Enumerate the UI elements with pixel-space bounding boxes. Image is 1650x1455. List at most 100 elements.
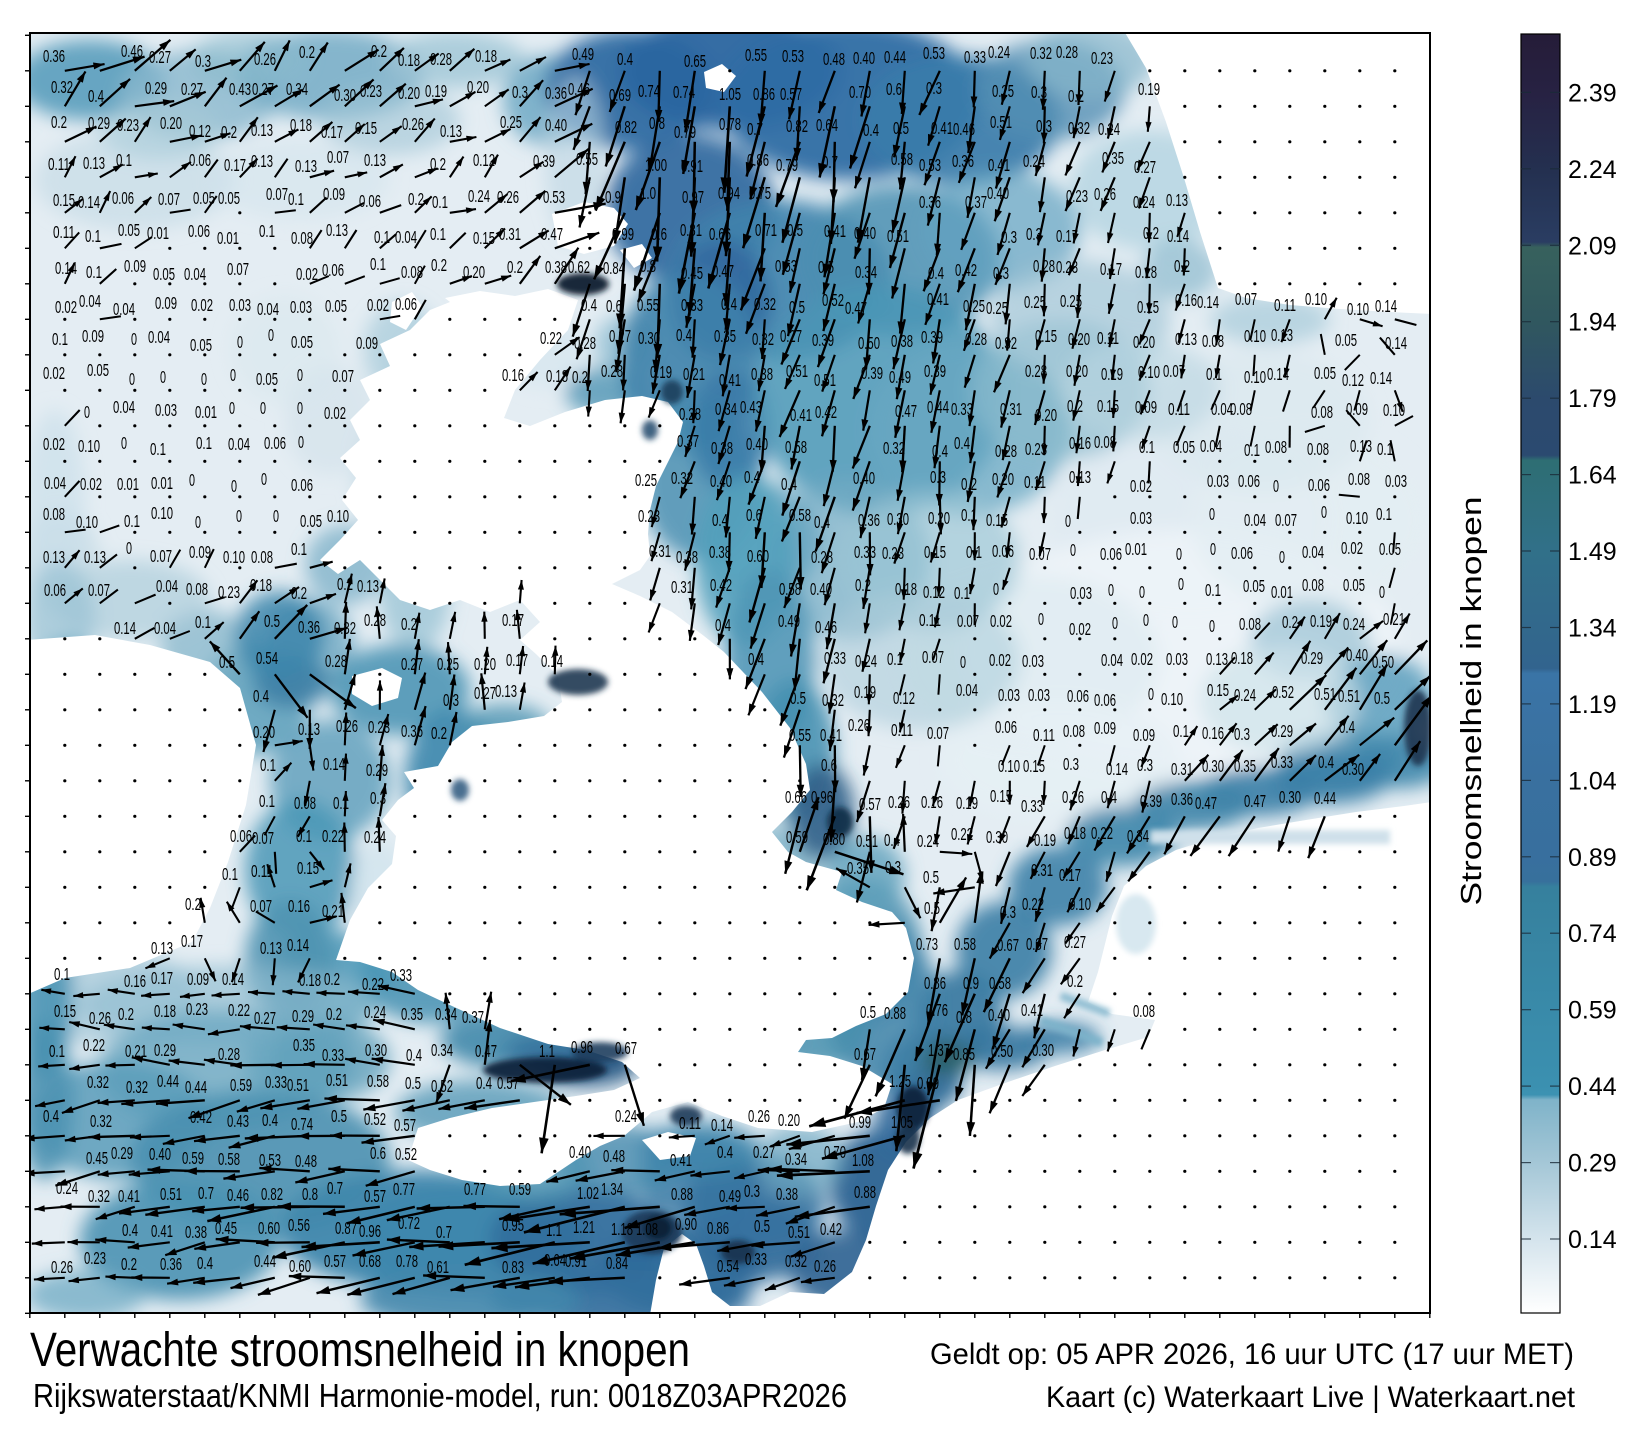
svg-text:0.24: 0.24 (1098, 119, 1120, 139)
svg-text:0.1: 0.1 (966, 542, 982, 562)
svg-text:0.1: 0.1 (1139, 437, 1155, 457)
svg-text:0.28: 0.28 (601, 361, 623, 381)
svg-text:0.85: 0.85 (953, 1044, 975, 1064)
svg-text:0.33: 0.33 (322, 1045, 344, 1065)
svg-text:0.13: 0.13 (298, 719, 320, 739)
svg-text:0.10: 0.10 (1244, 326, 1266, 346)
svg-text:0.15: 0.15 (54, 1001, 76, 1021)
svg-text:0.71: 0.71 (755, 220, 777, 240)
svg-text:0.34: 0.34 (715, 399, 737, 419)
svg-text:0.38: 0.38 (751, 364, 773, 384)
svg-text:0.41: 0.41 (820, 725, 842, 745)
svg-text:0.32: 0.32 (995, 333, 1017, 353)
svg-text:0.28: 0.28 (430, 49, 452, 69)
svg-text:0.6: 0.6 (821, 755, 837, 775)
svg-text:0.34: 0.34 (286, 79, 308, 99)
svg-text:0.53: 0.53 (259, 1150, 281, 1170)
svg-text:0.1: 0.1 (196, 433, 212, 453)
svg-text:0: 0 (126, 538, 132, 558)
svg-text:0.29: 0.29 (292, 1006, 314, 1026)
svg-text:0.28: 0.28 (995, 441, 1017, 461)
svg-text:0.73: 0.73 (916, 934, 938, 954)
svg-text:0: 0 (129, 369, 135, 389)
svg-text:0: 0 (297, 365, 303, 385)
svg-text:0.33: 0.33 (824, 648, 846, 668)
svg-text:0.4: 0.4 (928, 263, 944, 283)
svg-text:0.3: 0.3 (1137, 755, 1153, 775)
svg-text:0.18: 0.18 (1064, 823, 1086, 843)
svg-text:0.75: 0.75 (749, 183, 771, 203)
svg-text:0.52: 0.52 (1272, 682, 1294, 702)
svg-text:0.36: 0.36 (919, 192, 941, 212)
svg-text:0.59: 0.59 (786, 827, 808, 847)
svg-text:0.4: 0.4 (253, 686, 269, 706)
svg-text:0.19: 0.19 (1101, 364, 1123, 384)
svg-text:0.21: 0.21 (1383, 609, 1405, 629)
svg-text:0.09: 0.09 (1133, 725, 1155, 745)
svg-text:0.29: 0.29 (1568, 1150, 1617, 1178)
svg-text:0.24: 0.24 (468, 186, 490, 206)
svg-text:0.59: 0.59 (230, 1075, 252, 1095)
svg-text:0.22: 0.22 (951, 824, 973, 844)
svg-text:0: 0 (1209, 504, 1215, 524)
svg-text:0.2: 0.2 (431, 723, 447, 743)
svg-text:0.38: 0.38 (711, 438, 733, 458)
svg-text:0.20: 0.20 (253, 722, 275, 742)
svg-text:0.38: 0.38 (891, 331, 913, 351)
svg-text:0.11: 0.11 (1024, 472, 1046, 492)
svg-text:0.70: 0.70 (849, 82, 871, 102)
svg-text:0.74: 0.74 (291, 1114, 313, 1134)
svg-text:0: 0 (260, 398, 266, 418)
svg-text:0.39: 0.39 (812, 330, 834, 350)
svg-text:0.16: 0.16 (1202, 723, 1224, 743)
svg-text:0.20: 0.20 (992, 469, 1014, 489)
svg-text:0.59: 0.59 (182, 1148, 204, 1168)
svg-text:0.2: 0.2 (1067, 396, 1083, 416)
svg-text:0.23: 0.23 (84, 1248, 106, 1268)
svg-text:0.15: 0.15 (1207, 680, 1229, 700)
svg-text:0.22: 0.22 (228, 1000, 250, 1020)
svg-text:0.14: 0.14 (541, 651, 563, 671)
svg-text:0.13: 0.13 (260, 938, 282, 958)
svg-text:0.42: 0.42 (815, 402, 837, 422)
svg-text:0.38: 0.38 (185, 1222, 207, 1242)
svg-text:0.14: 0.14 (1167, 226, 1189, 246)
svg-text:0.54: 0.54 (717, 1256, 739, 1276)
svg-text:0.35: 0.35 (1102, 148, 1124, 168)
svg-text:1.37: 1.37 (928, 1040, 950, 1060)
svg-text:0: 0 (1070, 540, 1076, 560)
svg-text:0.40: 0.40 (810, 579, 832, 599)
svg-text:0.7: 0.7 (327, 1178, 343, 1198)
svg-text:0.3: 0.3 (1026, 224, 1042, 244)
svg-text:0.27: 0.27 (149, 47, 171, 67)
svg-text:0.57: 0.57 (364, 1186, 386, 1206)
svg-text:0.13: 0.13 (1175, 329, 1197, 349)
svg-text:0.8: 0.8 (640, 256, 656, 276)
svg-text:0.13: 0.13 (83, 153, 105, 173)
svg-text:0.44: 0.44 (254, 1251, 276, 1271)
svg-text:0: 0 (84, 402, 90, 422)
svg-text:0.1: 0.1 (222, 864, 238, 884)
svg-text:0.4: 0.4 (744, 467, 760, 487)
svg-text:0.49: 0.49 (572, 44, 594, 64)
svg-text:0.24: 0.24 (56, 1178, 78, 1198)
svg-text:0.23: 0.23 (360, 81, 382, 101)
svg-text:0.41: 0.41 (988, 155, 1010, 175)
svg-text:0.50: 0.50 (858, 333, 880, 353)
svg-text:0.2: 0.2 (51, 112, 67, 132)
svg-text:0.14: 0.14 (1568, 1226, 1617, 1254)
svg-text:0.1: 0.1 (259, 791, 275, 811)
svg-text:0.14: 0.14 (1385, 333, 1407, 353)
svg-text:0.07: 0.07 (1235, 289, 1257, 309)
svg-text:0.13: 0.13 (1350, 436, 1372, 456)
svg-text:0.53: 0.53 (919, 155, 941, 175)
svg-text:0.03: 0.03 (1028, 685, 1050, 705)
svg-text:0.03: 0.03 (1166, 649, 1188, 669)
svg-text:0.53: 0.53 (775, 256, 797, 276)
svg-text:0.1: 0.1 (85, 226, 101, 246)
svg-text:0.51: 0.51 (1338, 686, 1360, 706)
svg-text:0.31: 0.31 (671, 577, 693, 597)
svg-text:0.07: 0.07 (1029, 544, 1051, 564)
svg-text:0.06: 0.06 (264, 433, 286, 453)
svg-text:0.58: 0.58 (367, 1071, 389, 1091)
